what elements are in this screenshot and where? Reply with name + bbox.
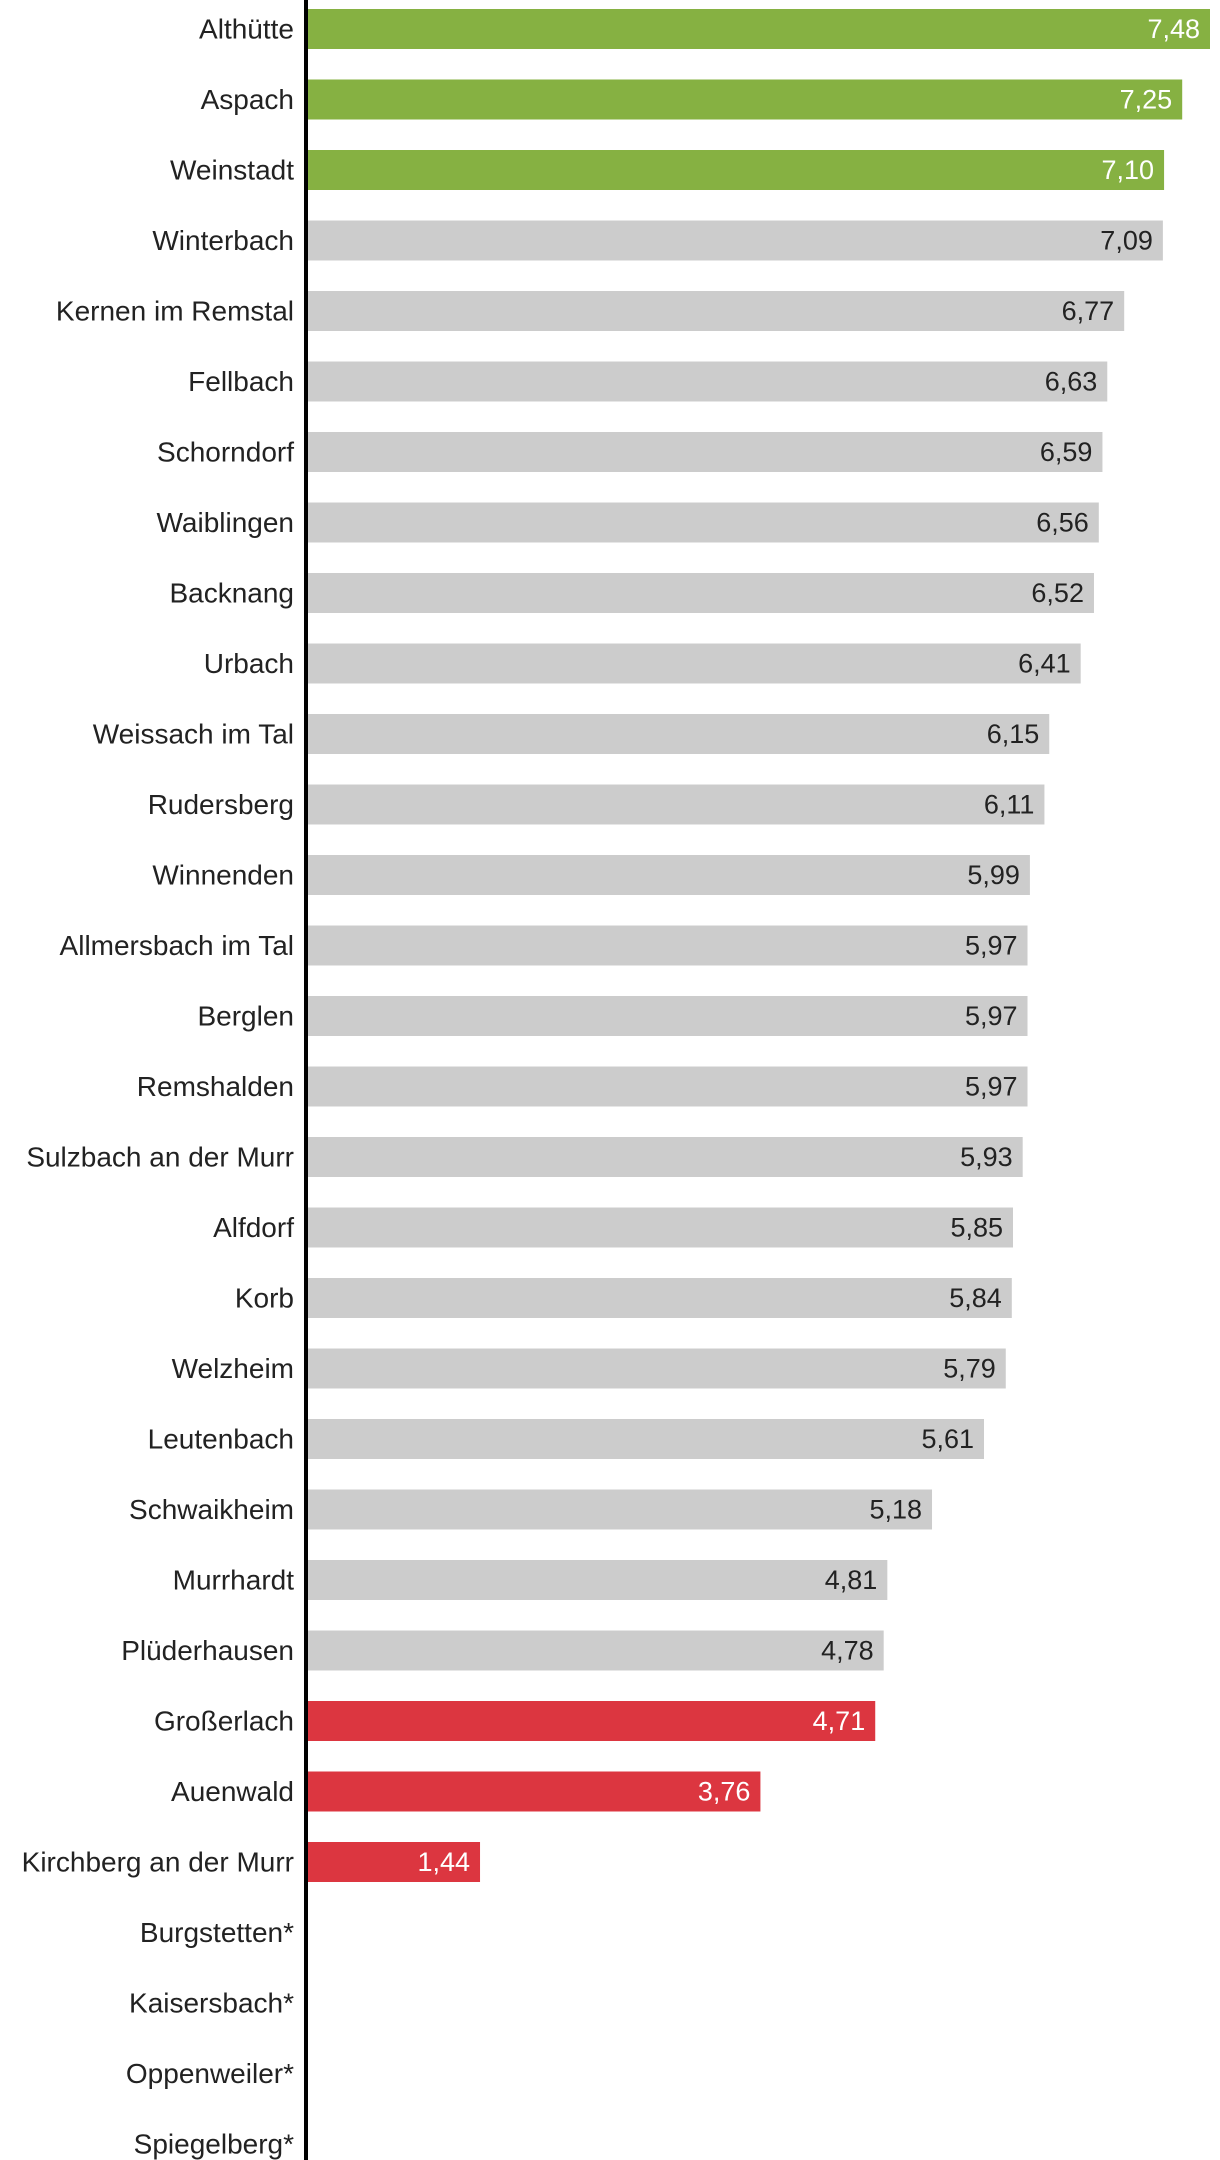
category-label: Schorndorf [157, 437, 294, 468]
category-label: Fellbach [188, 366, 294, 397]
value-label: 5,99 [967, 860, 1020, 890]
category-label: Urbach [204, 648, 294, 679]
category-label: Winnenden [152, 860, 294, 891]
bars-layer [306, 9, 1210, 1882]
category-label: Spiegelberg* [134, 2129, 294, 2160]
value-label: 4,81 [825, 1565, 878, 1595]
bar [306, 855, 1030, 895]
category-label: Großerlach [154, 1706, 294, 1737]
category-label: Kernen im Remstal [56, 296, 294, 327]
category-label: Burgstetten* [140, 1917, 294, 1948]
value-label: 6,56 [1036, 508, 1089, 538]
category-label: Leutenbach [148, 1424, 294, 1455]
value-label: 5,97 [965, 1001, 1018, 1031]
value-label: 4,78 [821, 1636, 874, 1666]
value-label: 5,97 [965, 1072, 1018, 1102]
value-label: 5,18 [869, 1495, 922, 1525]
bar [306, 1560, 888, 1600]
value-label: 6,11 [984, 790, 1035, 820]
category-label: Auenwald [171, 1776, 294, 1807]
category-label: Plüderhausen [121, 1635, 294, 1666]
category-label: Sulzbach an der Murr [26, 1142, 294, 1173]
category-label: Aspach [201, 84, 294, 115]
bar [306, 1348, 1006, 1389]
category-label: Winterbach [152, 225, 294, 256]
bar [306, 291, 1125, 331]
value-label: 6,77 [1062, 296, 1115, 326]
value-label: 4,71 [813, 1706, 866, 1736]
value-label: 6,52 [1031, 578, 1084, 608]
bar [306, 361, 1108, 402]
bar [306, 1419, 984, 1459]
bar [306, 220, 1163, 261]
bar [306, 1278, 1012, 1318]
bar [306, 1701, 876, 1741]
category-label: Althütte [199, 14, 294, 45]
value-label: 6,41 [1018, 649, 1071, 679]
bar [306, 996, 1028, 1036]
bar [306, 432, 1103, 472]
value-label: 7,48 [1147, 14, 1200, 44]
category-label: Welzheim [172, 1353, 294, 1384]
value-label: 5,97 [965, 931, 1018, 961]
bar [306, 925, 1028, 966]
bar [306, 79, 1183, 120]
value-label: 7,25 [1120, 85, 1173, 115]
bar [306, 1489, 933, 1530]
bar [306, 643, 1081, 684]
category-label: Kirchberg an der Murr [22, 1847, 294, 1878]
value-label: 6,59 [1040, 437, 1093, 467]
category-label: Schwaikheim [129, 1494, 294, 1525]
value-label: 5,85 [950, 1213, 1003, 1243]
category-label: Alfdorf [213, 1212, 294, 1243]
category-label: Korb [235, 1283, 294, 1314]
bar [306, 1630, 884, 1671]
bar [306, 1137, 1023, 1177]
value-label: 7,09 [1100, 226, 1153, 256]
category-label: Berglen [197, 1001, 294, 1032]
category-label: Remshalden [137, 1071, 294, 1102]
category-label: Weinstadt [170, 155, 294, 186]
value-label: 6,15 [987, 719, 1040, 749]
value-label: 5,79 [943, 1354, 996, 1384]
category-label: Waiblingen [157, 507, 294, 538]
category-label: Rudersberg [148, 789, 294, 820]
bar [306, 784, 1045, 825]
value-label: 6,63 [1045, 367, 1098, 397]
value-label: 5,93 [960, 1142, 1013, 1172]
bar [306, 1066, 1028, 1107]
bar [306, 1771, 761, 1812]
value-label: 7,10 [1102, 155, 1155, 185]
bar [306, 714, 1050, 754]
bar [306, 1207, 1014, 1248]
bar [306, 502, 1099, 543]
category-label: Allmersbach im Tal [60, 930, 294, 961]
labels-layer: Althütte 7,48 Aspach 7,25 Weinstadt 7,10 Winte… [22, 14, 1200, 2160]
value-label: 3,76 [698, 1777, 751, 1807]
category-label: Weissach im Tal [93, 719, 294, 750]
bar [306, 1842, 481, 1882]
bar [306, 573, 1094, 613]
value-label: 5,61 [921, 1424, 974, 1454]
value-label: 5,84 [949, 1283, 1002, 1313]
category-label: Murrhardt [173, 1565, 295, 1596]
bar [306, 150, 1165, 190]
category-label: Oppenweiler* [126, 2058, 294, 2089]
category-label: Backnang [169, 578, 294, 609]
bar [306, 9, 1210, 49]
value-label: 1,44 [417, 1847, 470, 1877]
category-label: Kaisersbach* [129, 1988, 294, 2019]
